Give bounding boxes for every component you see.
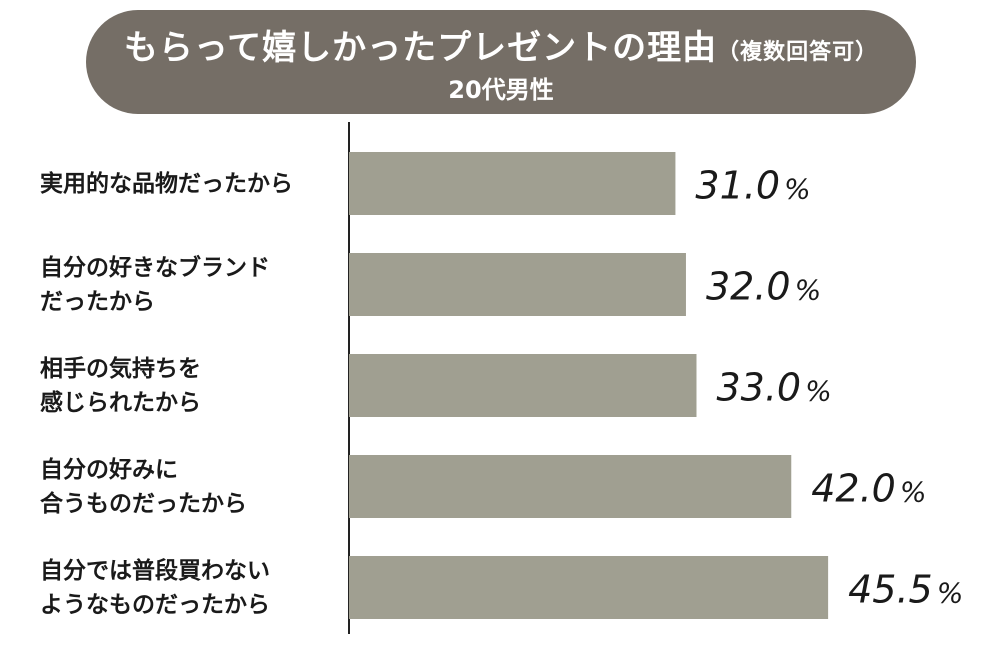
chart-title-main: もらって嬉しかったプレゼントの理由 [123, 28, 718, 68]
title-banner: もらって嬉しかったプレゼントの理由（複数回答可） 20代男性 [86, 10, 916, 114]
bar-2 [349, 253, 686, 316]
category-label-2: 自分の好きなブランド だったから [40, 254, 270, 315]
value-label-2: 32.0% [706, 265, 821, 309]
chart-title: もらって嬉しかったプレゼントの理由（複数回答可） [86, 28, 916, 73]
category-label-4: 自分の好みに 合うものだったから [40, 456, 247, 517]
chart-title-paren: （複数回答可） [717, 40, 879, 65]
value-label-4: 42.0% [811, 467, 926, 511]
value-label-1: 31.0% [695, 164, 810, 208]
value-label-5: 45.5% [848, 568, 963, 612]
bar-3 [349, 354, 697, 417]
category-label-3: 相手の気持ちを 感じられたから [40, 355, 201, 416]
bar-4 [349, 455, 792, 518]
chart-subtitle: 20代男性 [448, 76, 554, 104]
category-label-5: 自分では普段買わない ようなものだったから [40, 557, 270, 618]
value-label-3: 33.0% [716, 366, 831, 410]
bar-1 [349, 152, 676, 215]
bar-5 [349, 556, 829, 619]
category-label-1: 実用的な品物だったから [40, 170, 293, 197]
